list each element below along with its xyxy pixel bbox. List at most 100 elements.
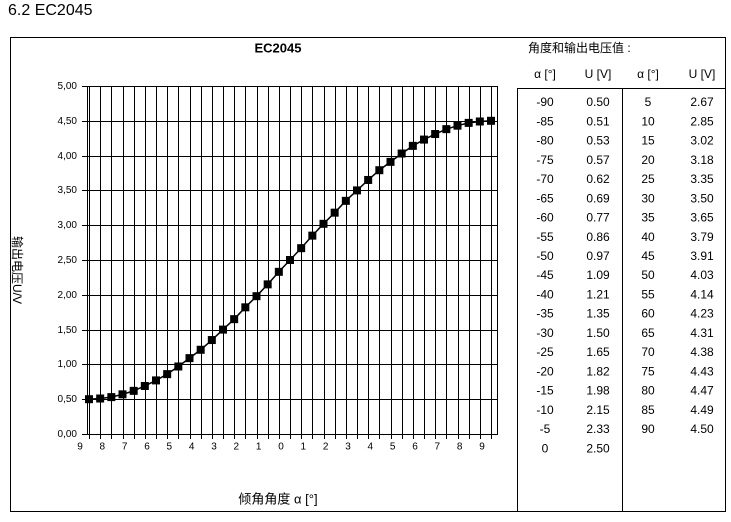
table-angle: -60 [536,211,554,225]
table-angle: -30 [536,326,554,340]
point [297,244,306,253]
x-tick-label: 6 [412,442,418,453]
table-voltage: 0.53 [586,134,610,148]
point [464,118,473,127]
y-tick-label: 4,50 [58,116,78,127]
point [286,256,294,264]
table-voltage: 3.91 [690,249,714,263]
table-voltage: 1.98 [586,384,610,398]
table-voltage: 1.09 [586,268,610,282]
frame [10,37,726,512]
y-tick-label: 4,00 [58,151,78,162]
point [85,395,93,404]
table-angle: 25 [641,172,655,186]
point [274,267,283,276]
point [196,345,205,354]
x-tick-label: 7 [435,442,441,453]
x-tick-label: 4 [189,442,195,453]
point [96,394,105,403]
table-angle: -15 [536,384,554,398]
table-voltage: 3.02 [690,134,714,148]
table-angle: -65 [536,191,554,205]
point [174,362,183,371]
table-voltage: 3.79 [690,230,714,244]
y-tick-label: 3,50 [58,185,78,196]
table-angle: 30 [641,191,655,205]
point [408,141,417,150]
x-tick-label: 2 [323,442,329,453]
x-tick-label: 0 [278,442,284,453]
y-tick-label: 2,50 [58,255,78,266]
table-voltage: 3.65 [690,211,714,225]
x-tick-label: 5 [167,442,173,453]
table-angle: -55 [536,230,554,244]
table-header: U [V] [689,67,716,81]
table-angle: 55 [641,287,655,301]
table-voltage: 4.23 [690,307,714,321]
table-angle: -25 [536,345,554,359]
table-angle: 5 [645,95,652,109]
point [263,280,272,289]
point [118,390,127,399]
table-angle: -90 [536,95,554,109]
heading: 6.2 EC2045 [8,2,93,19]
point [230,315,239,324]
x-tick-label: 7 [122,442,128,453]
y-axis-label: 输出电压U/V [10,236,25,304]
table-voltage: 0.97 [586,249,610,263]
point [475,117,484,126]
table-angle: 35 [641,211,655,225]
point [219,325,227,334]
table-voltage: 1.35 [586,307,610,321]
point [241,303,250,312]
table-voltage: 1.82 [586,364,610,378]
point [140,381,149,390]
table-voltage: 4.38 [690,345,714,359]
table-header: α [°] [637,67,659,81]
x-tick-label: 1 [301,442,307,453]
point [364,175,373,184]
point [386,157,395,166]
table-angle: 65 [641,326,655,340]
table-angle: -35 [536,307,554,321]
table-voltage: 4.03 [690,268,714,282]
table-voltage: 1.50 [586,326,610,340]
table-title: 角度和输出电压值 : [528,40,631,55]
table-voltage: 2.85 [690,114,714,128]
y-tick-label: 0,00 [58,429,78,440]
table-voltage: 4.31 [690,326,714,340]
table-angle: -5 [540,422,551,436]
x-tick-label: 9 [479,442,485,453]
table-angle: 70 [641,345,655,359]
x-tick-label: 3 [345,442,351,453]
point [163,370,172,379]
table-voltage: 4.47 [690,384,714,398]
table-angle: -10 [536,403,554,417]
table-voltage: 4.43 [690,364,714,378]
table-angle: 40 [641,230,655,244]
table-voltage: 2.33 [586,422,610,436]
table-voltage: 3.35 [690,172,714,186]
point [330,208,339,217]
x-tick-label: 8 [100,442,106,453]
table-angle: -50 [536,249,554,263]
table-angle: 50 [641,268,655,282]
table-voltage: 1.21 [586,287,610,301]
x-tick-label: 8 [457,442,463,453]
point [442,125,451,134]
chart-title: EC2045 [255,40,302,55]
x-tick-label: 4 [368,442,374,453]
table-voltage: 0.57 [586,153,610,167]
y-tick-label: 3,00 [58,220,78,231]
table-angle: -85 [536,114,554,128]
x-tick-label: 5 [390,442,396,453]
point [431,130,440,139]
table-angle: 90 [641,422,655,436]
y-tick-label: 1,00 [58,359,78,370]
point [308,231,317,240]
point [341,196,350,205]
table-angle: -45 [536,268,554,282]
point [252,292,261,301]
point [185,354,194,363]
point [319,219,328,228]
